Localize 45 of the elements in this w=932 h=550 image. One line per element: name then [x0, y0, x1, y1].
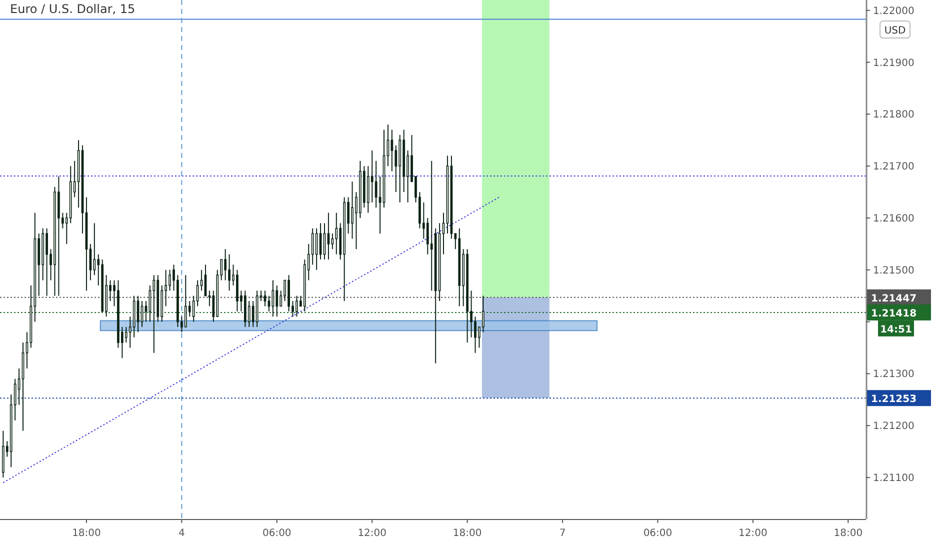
candlestick — [402, 129, 406, 193]
candlestick — [351, 181, 354, 240]
x-tick-label: 7 — [559, 528, 566, 539]
y-tick-label: 1.21700 — [873, 162, 914, 173]
x-tick-label: 18:00 — [72, 528, 101, 539]
chart-title: Euro / U.S. Dollar, 15 — [10, 2, 136, 16]
y-tick-label: 1.21800 — [873, 110, 914, 121]
candlestick — [272, 280, 274, 318]
y-tick-label: 1.22000 — [873, 6, 914, 17]
ref-line-label: 1.21418 — [871, 308, 917, 320]
candlestick — [359, 160, 362, 218]
x-tick-label: 12:00 — [358, 528, 387, 539]
x-tick-label: 06:00 — [643, 528, 672, 539]
text: USD — [884, 26, 906, 36]
y-tick-label: 1.21300 — [873, 369, 914, 380]
candlestick — [343, 196, 346, 302]
x-tick-label: 4 — [178, 528, 185, 539]
candlestick — [152, 274, 156, 354]
candlestick — [335, 212, 338, 255]
candlestick — [288, 274, 290, 312]
candlestick — [366, 166, 370, 214]
y-tick-label: 1.21900 — [873, 58, 914, 69]
y-tick-label: 1.21500 — [873, 265, 914, 276]
y-tick-label: 1.21200 — [873, 421, 914, 432]
candlestick — [426, 217, 429, 255]
candlestick — [458, 228, 461, 307]
y-tick-label: 1.21600 — [873, 213, 914, 224]
ref-line-label: 1.21253 — [871, 394, 917, 406]
candlestick — [244, 290, 246, 328]
candlestick — [58, 176, 60, 296]
x-tick-label: 18:00 — [452, 528, 482, 539]
candlestick — [430, 160, 433, 292]
candlestick — [370, 150, 374, 203]
candlestick — [374, 160, 378, 208]
ref-line-label: 1.21447 — [871, 293, 917, 304]
x-tick-label: 12:00 — [738, 528, 768, 539]
text: 14:51 — [880, 324, 912, 336]
x-tick-label: 18:00 — [834, 528, 863, 539]
candlestick — [224, 248, 227, 281]
x-tick-label: 06:00 — [262, 528, 292, 539]
candlestick — [466, 248, 469, 344]
candlestick — [256, 290, 258, 328]
candlestick — [228, 254, 230, 292]
candlestick — [156, 274, 160, 322]
y-tick-label: 1.21100 — [873, 472, 914, 484]
